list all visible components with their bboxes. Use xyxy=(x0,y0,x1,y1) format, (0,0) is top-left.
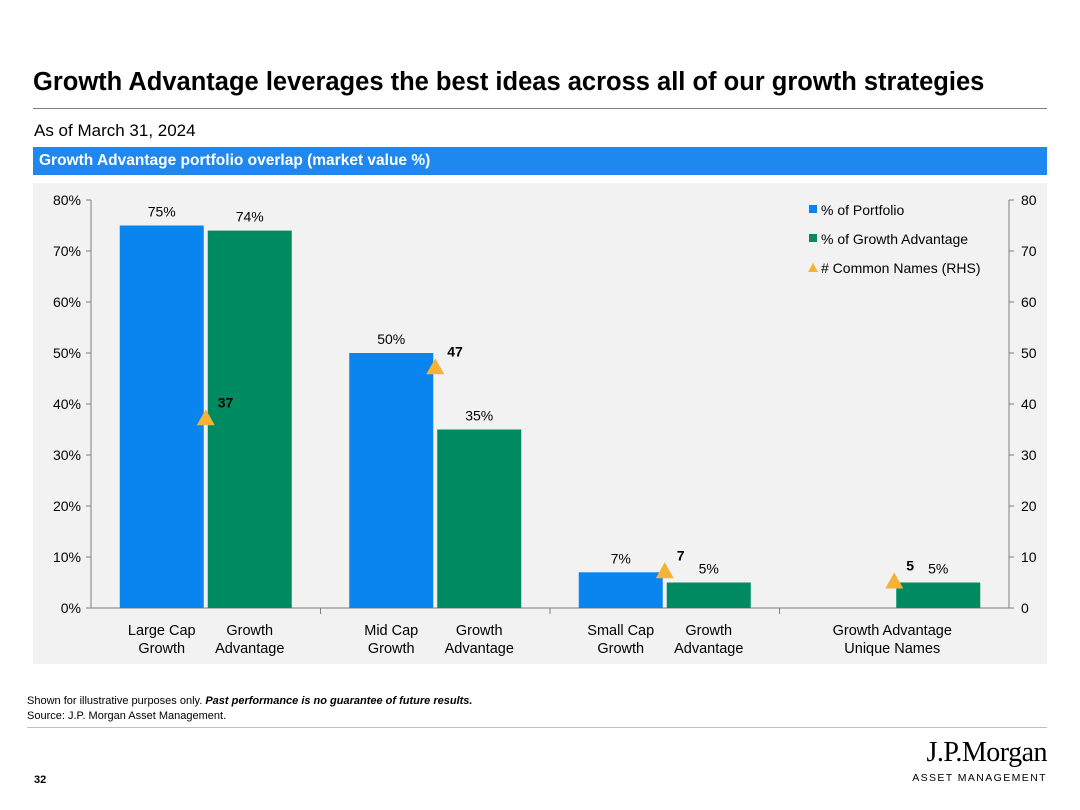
chart-banner-title: Growth Advantage portfolio overlap (mark… xyxy=(39,152,431,169)
y-tick-label-left: 10% xyxy=(53,549,81,565)
chart-banner: Growth Advantage portfolio overlap (mark… xyxy=(33,147,1047,175)
legend-swatch xyxy=(809,205,817,213)
y-tick-label-right: 30 xyxy=(1021,447,1037,463)
bar-growth-advantage xyxy=(666,582,751,608)
bar-portfolio-label: 50% xyxy=(377,331,405,347)
y-tick-label-right: 20 xyxy=(1021,498,1037,514)
jpmorgan-logo: J.P.Morgan ASSET MANAGEMENT xyxy=(912,737,1047,785)
x-category-label: Growth xyxy=(138,641,185,657)
x-category-label: Growth xyxy=(597,641,644,657)
disclaimer: Shown for illustrative purposes only. Pa… xyxy=(27,695,472,707)
bar-growth-advantage-label: 74% xyxy=(236,209,264,225)
bar-portfolio xyxy=(578,572,663,608)
y-tick-label-right: 60 xyxy=(1021,294,1037,310)
bar-growth-advantage-label: 5% xyxy=(928,561,948,577)
overlap-bar-chart: 0% 10% 20% 30% 40% 50% 60% 70% 80% 0 10 20 30 40 50 60 7… xyxy=(53,192,1037,657)
bar-portfolio xyxy=(349,353,434,608)
page-number: 32 xyxy=(34,774,47,786)
marker-common-names xyxy=(655,562,674,579)
y-tick-label-left: 80% xyxy=(53,192,81,208)
legend-label: # Common Names (RHS) xyxy=(821,260,980,276)
y-tick-label-left: 50% xyxy=(53,345,81,361)
disclaimer-text: Shown for illustrative purposes only. xyxy=(27,695,203,707)
bar-portfolio-label: 75% xyxy=(148,204,176,220)
y-tick-label-right: 70 xyxy=(1021,243,1037,259)
marker-common-names xyxy=(885,572,904,589)
chart-area: 0% 10% 20% 30% 40% 50% 60% 70% 80% 0 10 20 30 40 50 60 7… xyxy=(33,183,1047,664)
x-category-label: Advantage xyxy=(215,641,284,657)
title-divider xyxy=(33,108,1047,109)
x-category-label: Growth xyxy=(456,623,503,639)
x-category-label: Advantage xyxy=(445,641,514,657)
marker-common-names-label: 47 xyxy=(447,343,463,359)
y-tick-label-right: 0 xyxy=(1021,600,1029,616)
footer-divider xyxy=(27,727,1047,728)
bar-growth-advantage xyxy=(896,582,981,608)
x-category-label: Large Cap xyxy=(128,623,196,639)
page-title: Growth Advantage leverages the best idea… xyxy=(33,68,985,96)
logo-wordmark: J.P.Morgan xyxy=(926,737,1047,768)
marker-common-names xyxy=(426,358,445,375)
y-tick-label-right: 50 xyxy=(1021,345,1037,361)
bar-growth-advantage xyxy=(207,230,292,608)
x-category-label: Small Cap xyxy=(587,623,654,639)
x-category-label: Mid Cap xyxy=(364,623,418,639)
y-tick-label-left: 40% xyxy=(53,396,81,412)
x-category-label: Growth xyxy=(368,641,415,657)
bar-growth-advantage-label: 35% xyxy=(465,408,493,424)
y-tick-label-left: 60% xyxy=(53,294,81,310)
legend-swatch xyxy=(809,234,817,242)
bar-growth-advantage-label: 5% xyxy=(699,561,719,577)
y-tick-label-left: 20% xyxy=(53,498,81,514)
y-tick-label-right: 10 xyxy=(1021,549,1037,565)
legend-swatch-triangle xyxy=(808,263,818,272)
marker-common-names-label: 5 xyxy=(906,558,914,574)
x-category-label: Growth Advantage xyxy=(833,623,952,639)
bar-portfolio xyxy=(119,225,204,608)
marker-common-names-label: 37 xyxy=(218,394,234,410)
x-category-label: Advantage xyxy=(674,641,743,657)
y-tick-label-left: 0% xyxy=(61,600,81,616)
x-category-label: Unique Names xyxy=(844,641,940,657)
y-tick-label-right: 80 xyxy=(1021,192,1037,208)
y-tick-label-right: 40 xyxy=(1021,396,1037,412)
as-of-date: As of March 31, 2024 xyxy=(34,121,196,140)
y-tick-label-left: 30% xyxy=(53,447,81,463)
y-tick-label-left: 70% xyxy=(53,243,81,259)
source-note: Source: J.P. Morgan Asset Management. xyxy=(27,710,227,722)
bar-growth-advantage xyxy=(437,429,522,608)
disclaimer-emphasis: Past performance is no guarantee of futu… xyxy=(205,695,473,707)
marker-common-names-label: 7 xyxy=(677,547,685,563)
marker-common-names xyxy=(196,409,215,426)
bar-portfolio-label: 7% xyxy=(611,550,631,566)
x-category-label: Growth xyxy=(685,623,732,639)
legend-label: % of Growth Advantage xyxy=(821,231,968,247)
logo-subtitle: ASSET MANAGEMENT xyxy=(912,772,1047,784)
legend-label: % of Portfolio xyxy=(821,202,904,218)
x-category-label: Growth xyxy=(226,623,273,639)
